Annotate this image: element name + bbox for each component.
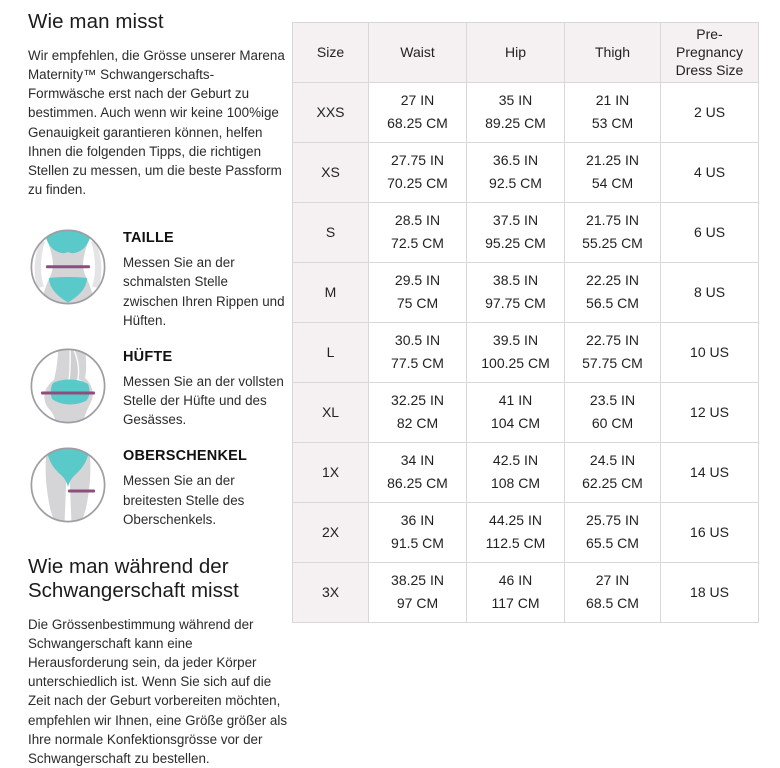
waist-figure-icon [30, 229, 106, 305]
size-cell: 3X [292, 561, 369, 623]
size-cell: L [292, 321, 369, 383]
column-header-thigh: Thigh [564, 22, 661, 83]
header-row: Size Waist Hip Thigh Pre-Pregnancy Dress… [292, 22, 759, 83]
dress-size-cell: 16 US [660, 501, 759, 563]
hip-measure-text: HÜFTE Messen Sie an der vollsten Stelle … [123, 346, 285, 429]
waist-measure-section: TAILLE Messen Sie an der schmalsten Stel… [28, 227, 288, 330]
table-row: XS 27.75 IN 70.25 CM 36.5 IN 92.5 CM 21.25 IN… [292, 141, 759, 203]
size-chart-header: Size Waist Hip Thigh Pre-Pregnancy Dress… [292, 22, 759, 83]
thigh-cell: 22.75 IN 57.75 CM [564, 321, 661, 383]
waist-measure-title: TAILLE [123, 230, 174, 247]
table-row: 2X 36 IN 91.5 CM 44.25 IN 112.5 CM 25.75 IN 65… [292, 501, 759, 563]
hip-cell: 41 IN 104 CM [466, 381, 565, 443]
column-header-size: Size [292, 22, 369, 83]
waist-cell: 34 IN 86.25 CM [368, 441, 467, 503]
hip-figure-icon [30, 348, 106, 424]
hip-measure-description: Messen Sie an der vollsten Stelle der Hü… [123, 373, 284, 428]
waist-measure-description: Messen Sie an der schmalsten Stelle zwis… [123, 255, 285, 328]
table-row: XL 32.25 IN 82 CM 41 IN 104 CM 23.5 IN 60 CM 12… [292, 381, 759, 443]
waist-cell: 36 IN 91.5 CM [368, 501, 467, 563]
waist-cell: 38.25 IN 97 CM [368, 561, 467, 623]
dress-size-cell: 2 US [660, 81, 759, 143]
waist-cell: 27.75 IN 70.25 CM [368, 141, 467, 203]
waist-cell: 27 IN 68.25 CM [368, 81, 467, 143]
thigh-measure-title: OBERSCHENKEL [123, 448, 248, 465]
column-header-hip: Hip [466, 22, 565, 83]
hip-cell: 39.5 IN 100.25 CM [466, 321, 565, 383]
size-cell: M [292, 261, 369, 323]
table-row: 1X 34 IN 86.25 CM 42.5 IN 108 CM 24.5 IN 62.25… [292, 441, 759, 503]
dress-size-cell: 14 US [660, 441, 759, 503]
hip-cell: 35 IN 89.25 CM [466, 81, 565, 143]
thigh-cell: 22.25 IN 56.5 CM [564, 261, 661, 323]
thigh-measure-description: Messen Sie an der breitesten Stelle des … [123, 473, 245, 527]
thigh-cell: 21.25 IN 54 CM [564, 141, 661, 203]
hip-measure-title: HÜFTE [123, 348, 173, 365]
table-row: XXS 27 IN 68.25 CM 35 IN 89.25 CM 21 IN 53 CM 2… [292, 81, 759, 143]
waist-cell: 30.5 IN 77.5 CM [368, 321, 467, 383]
hip-cell: 44.25 IN 112.5 CM [466, 501, 565, 563]
dress-size-cell: 12 US [660, 381, 759, 443]
thigh-cell: 21.75 IN 55.25 CM [564, 201, 661, 263]
column-header-dress-size: Pre-Pregnancy Dress Size [660, 22, 759, 83]
hip-measure-section: HÜFTE Messen Sie an der vollsten Stelle … [28, 346, 288, 429]
thigh-cell: 27 IN 68.5 CM [564, 561, 661, 623]
column-header-waist: Waist [368, 22, 467, 83]
table-row: 3X 38.25 IN 97 CM 46 IN 117 CM 27 IN 68.5 CM 18… [292, 561, 759, 623]
thigh-figure-icon [30, 447, 106, 523]
waist-measure-text: TAILLE Messen Sie an der schmalsten Stel… [123, 227, 285, 330]
size-cell: XS [292, 141, 369, 203]
size-table-body: XXS 27 IN 68.25 CM 35 IN 89.25 CM 21 IN 53 CM 2… [292, 81, 759, 623]
measuring-guide-panel: Wie man misst Wir empfehlen, die Grösse … [28, 10, 288, 768]
thigh-measure-text: OBERSCHENKEL Messen Sie an der breiteste… [123, 445, 285, 528]
pregnancy-section-title: Wie man während der Schwangerschaft miss… [28, 554, 239, 602]
thigh-cell: 24.5 IN 62.25 CM [564, 441, 661, 503]
waist-cell: 29.5 IN 75 CM [368, 261, 467, 323]
hip-cell: 42.5 IN 108 CM [466, 441, 565, 503]
intro-paragraph: Wir empfehlen, die Grösse unserer Marena… [28, 48, 285, 198]
waist-cell: 28.5 IN 72.5 CM [368, 201, 467, 263]
thigh-measure-section: OBERSCHENKEL Messen Sie an der breiteste… [28, 445, 288, 528]
dress-size-cell: 8 US [660, 261, 759, 323]
dress-size-cell: 10 US [660, 321, 759, 383]
hip-cell: 46 IN 117 CM [466, 561, 565, 623]
pregnancy-section-text: Die Grössenbestimmung während der Schwan… [28, 616, 288, 766]
hip-cell: 36.5 IN 92.5 CM [466, 141, 565, 203]
table-row: S 28.5 IN 72.5 CM 37.5 IN 95.25 CM 21.75 IN 55… [292, 201, 759, 263]
thigh-cell: 23.5 IN 60 CM [564, 381, 661, 443]
size-cell: S [292, 201, 369, 263]
dress-size-cell: 6 US [660, 201, 759, 263]
hip-cell: 38.5 IN 97.75 CM [466, 261, 565, 323]
size-chart-panel: Size Waist Hip Thigh Pre-Pregnancy Dress… [292, 22, 759, 623]
thigh-cell: 21 IN 53 CM [564, 81, 661, 143]
hip-cell: 37.5 IN 95.25 CM [466, 201, 565, 263]
waist-cell: 32.25 IN 82 CM [368, 381, 467, 443]
size-cell: XL [292, 381, 369, 443]
size-cell: XXS [292, 81, 369, 143]
size-chart-table: Size Waist Hip Thigh Pre-Pregnancy Dress… [292, 22, 759, 623]
size-cell: 2X [292, 501, 369, 563]
thigh-cell: 25.75 IN 65.5 CM [564, 501, 661, 563]
size-cell: 1X [292, 441, 369, 503]
table-row: L 30.5 IN 77.5 CM 39.5 IN 100.25 CM 22.75 IN 5… [292, 321, 759, 383]
table-row: M 29.5 IN 75 CM 38.5 IN 97.75 CM 22.25 IN 56.5… [292, 261, 759, 323]
dress-size-cell: 18 US [660, 561, 759, 623]
dress-size-cell: 4 US [660, 141, 759, 203]
page-title: Wie man misst [28, 10, 164, 33]
